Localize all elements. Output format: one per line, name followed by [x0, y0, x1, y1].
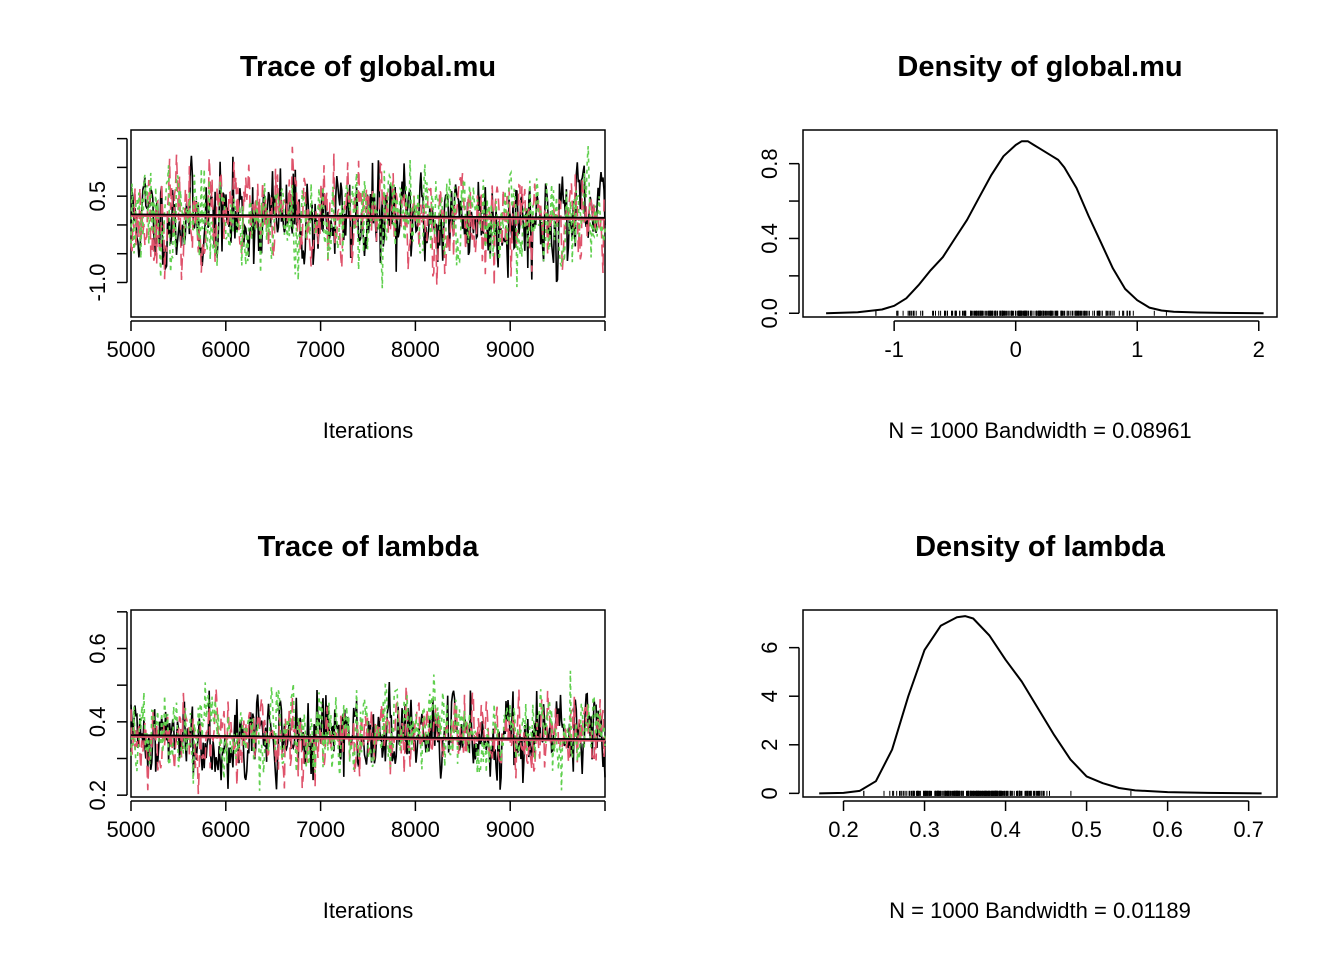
density-lambda-title: Density of lambda: [915, 531, 1166, 563]
x-tick-label: 8000: [391, 337, 440, 362]
density-lambda-panel: Density of lambda 0.2 0.3 0.4 0.5 0.6 0.7 0 2 4 6…: [757, 531, 1278, 923]
y-tick-label: 0: [757, 787, 782, 799]
rug-marks: [875, 310, 1167, 316]
trace-lambda-panel: Trace of lambda 5000 6000 7000 8000 9000 0.2 0…: [85, 531, 606, 923]
trace-global-mu-panel: Trace of global.mu 5000 6000 7000 8000 9000 -…: [85, 51, 606, 443]
trace-global-mu-plot-area: [130, 146, 606, 289]
x-tick-label: 0.7: [1233, 817, 1264, 842]
y-tick-label: 0.4: [85, 707, 110, 738]
x-tick-label: 0.4: [990, 817, 1021, 842]
trace-global-mu-xlabel: Iterations: [323, 418, 414, 443]
density-lambda-plot-area: [819, 615, 1262, 796]
y-tick-label: 0.4: [757, 223, 782, 254]
x-tick-label: 9000: [486, 337, 535, 362]
x-tick-label: 6000: [201, 337, 250, 362]
x-tick-label: 8000: [391, 817, 440, 842]
y-tick-label: 0.0: [757, 298, 782, 329]
running-mean-line: [130, 213, 606, 220]
density-global-mu-axes: -1 0 1 2 0.0 0.4 0.8: [757, 148, 1265, 362]
y-tick-label: 2: [757, 739, 782, 751]
x-tick-label: 0.6: [1152, 817, 1183, 842]
x-tick-label: 5000: [107, 337, 156, 362]
y-tick-label: 0.6: [85, 633, 110, 664]
density-curve: [826, 140, 1264, 315]
density-global-mu-panel: Density of global.mu -1 0 1 2 0.0 0.4 0.8 N = …: [757, 51, 1278, 443]
x-tick-label: 0: [1010, 337, 1022, 362]
chain-3-trace: [130, 670, 606, 791]
density-lambda-axes: 0.2 0.3 0.4 0.5 0.6 0.7 0 2 4 6: [757, 642, 1264, 842]
trace-global-mu-axes: 5000 6000 7000 8000 9000 -1.0 0.5: [85, 137, 606, 362]
x-tick-label: 0.3: [909, 817, 940, 842]
trace-lambda-frame: [130, 609, 606, 798]
density-global-mu-xlabel: N = 1000 Bandwidth = 0.08961: [888, 418, 1191, 443]
y-tick-label: 6: [757, 642, 782, 654]
x-tick-label: 7000: [296, 337, 345, 362]
y-tick-label: 4: [757, 690, 782, 702]
trace-global-mu-title: Trace of global.mu: [240, 51, 496, 83]
x-tick-label: 7000: [296, 817, 345, 842]
density-lambda-frame: [802, 609, 1278, 798]
y-tick-label: 0.2: [85, 780, 110, 811]
running-mean-line-red: [130, 736, 606, 742]
y-tick-label: 0.5: [85, 181, 110, 212]
y-tick-label: 0.8: [757, 148, 782, 179]
y-tick-label: -1.0: [85, 264, 110, 302]
x-tick-label: 0.5: [1071, 817, 1102, 842]
x-tick-label: 0.2: [828, 817, 859, 842]
trace-lambda-plot-area: [130, 670, 606, 795]
density-global-mu-plot-area: [826, 140, 1264, 316]
x-tick-label: 5000: [107, 817, 156, 842]
density-global-mu-frame: [802, 129, 1278, 318]
running-mean-line-red: [130, 215, 606, 221]
density-global-mu-title: Density of global.mu: [897, 51, 1182, 83]
trace-lambda-title: Trace of lambda: [258, 531, 480, 563]
x-tick-label: 6000: [201, 817, 250, 842]
x-tick-label: 1: [1131, 337, 1143, 362]
rug-marks: [863, 790, 1132, 796]
running-mean-line: [130, 734, 606, 741]
density-curve: [819, 615, 1262, 795]
x-tick-label: 2: [1253, 337, 1265, 362]
density-lambda-xlabel: N = 1000 Bandwidth = 0.01189: [889, 898, 1191, 923]
trace-lambda-axes: 5000 6000 7000 8000 9000 0.2 0.4 0.6: [85, 611, 606, 842]
x-tick-label: -1: [884, 337, 904, 362]
trace-lambda-xlabel: Iterations: [323, 898, 414, 923]
chain-2-trace: [130, 146, 606, 287]
chain-3-trace: [130, 146, 606, 289]
x-tick-label: 9000: [486, 817, 535, 842]
